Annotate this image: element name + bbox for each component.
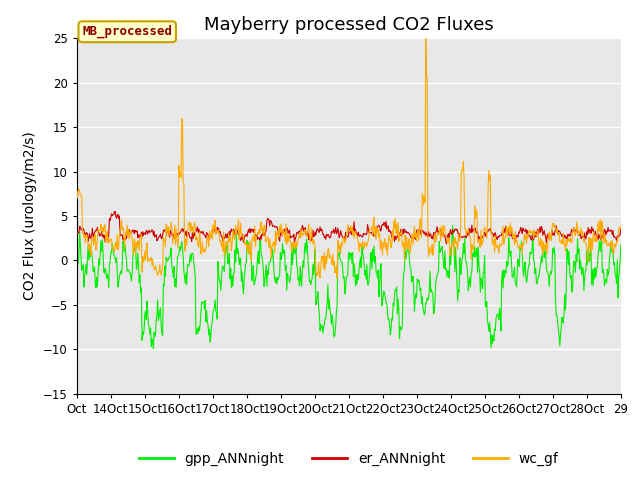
gpp_ANNnight bbox=[436, 250, 444, 255]
wc_gf bbox=[73, 188, 81, 194]
Line: gpp_ANNnight: gpp_ANNnight bbox=[77, 226, 621, 348]
wc_gf bbox=[284, 239, 292, 245]
Line: er_ANNnight: er_ANNnight bbox=[77, 211, 621, 244]
er_ANNnight bbox=[138, 229, 145, 235]
wc_gf bbox=[422, 36, 429, 42]
er_ANNnight bbox=[73, 231, 81, 237]
gpp_ANNnight bbox=[150, 346, 157, 351]
gpp_ANNnight bbox=[137, 290, 145, 296]
Title: Mayberry processed CO2 Fluxes: Mayberry processed CO2 Fluxes bbox=[204, 16, 493, 34]
gpp_ANNnight bbox=[73, 260, 81, 265]
Text: MB_processed: MB_processed bbox=[82, 25, 172, 38]
er_ANNnight bbox=[285, 228, 292, 234]
er_ANNnight bbox=[264, 216, 272, 222]
wc_gf bbox=[437, 239, 445, 244]
wc_gf bbox=[264, 234, 271, 240]
wc_gf bbox=[617, 224, 625, 229]
gpp_ANNnight bbox=[285, 275, 292, 281]
Legend: gpp_ANNnight, er_ANNnight, wc_gf: gpp_ANNnight, er_ANNnight, wc_gf bbox=[133, 447, 564, 472]
gpp_ANNnight bbox=[237, 278, 245, 284]
er_ANNnight bbox=[111, 208, 119, 214]
gpp_ANNnight bbox=[449, 223, 456, 228]
Line: wc_gf: wc_gf bbox=[77, 39, 621, 278]
er_ANNnight bbox=[406, 231, 413, 237]
Y-axis label: CO2 Flux (urology/m2/s): CO2 Flux (urology/m2/s) bbox=[24, 132, 38, 300]
gpp_ANNnight bbox=[406, 256, 413, 262]
er_ANNnight bbox=[237, 237, 245, 242]
wc_gf bbox=[237, 220, 244, 226]
er_ANNnight bbox=[617, 225, 625, 231]
er_ANNnight bbox=[436, 226, 444, 231]
er_ANNnight bbox=[442, 241, 450, 247]
wc_gf bbox=[406, 237, 413, 242]
wc_gf bbox=[137, 234, 145, 240]
wc_gf bbox=[333, 275, 341, 281]
gpp_ANNnight bbox=[264, 272, 272, 277]
gpp_ANNnight bbox=[617, 242, 625, 248]
